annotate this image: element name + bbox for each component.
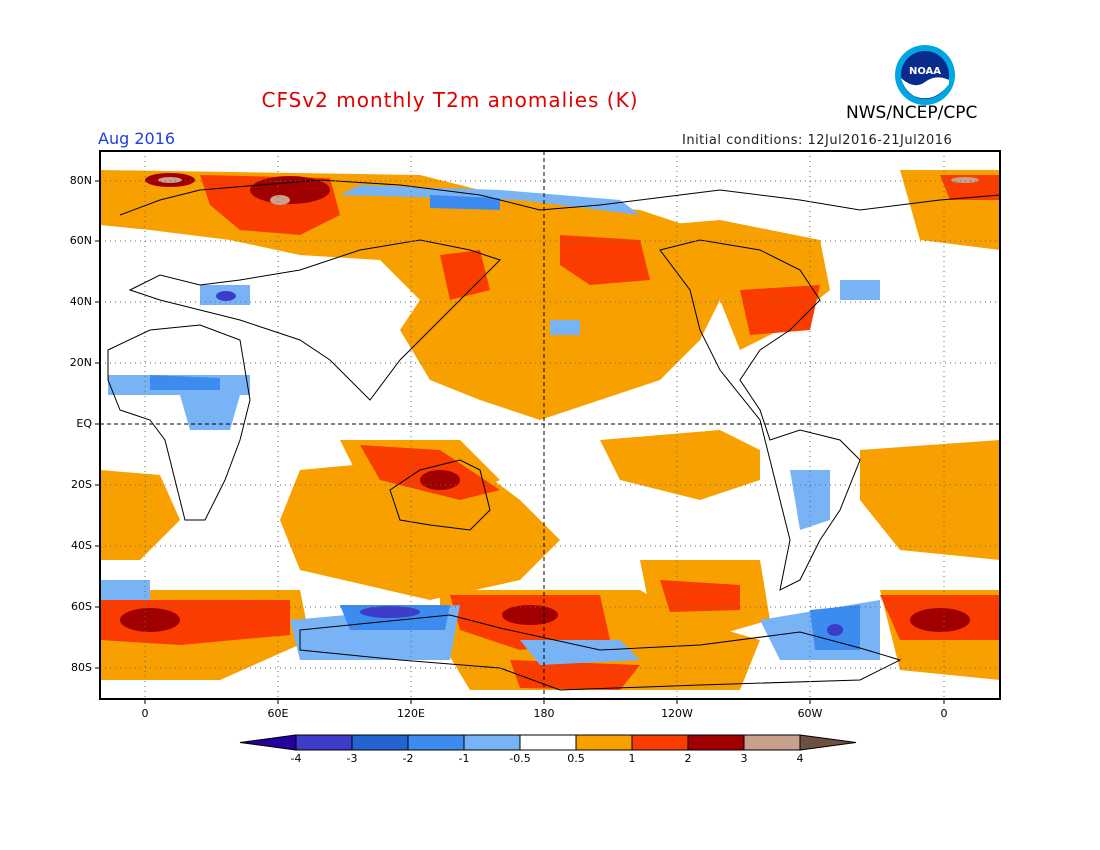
agency-label: NWS/NCEP/CPC	[846, 103, 978, 123]
colorbar-label-05: 0.5	[567, 752, 585, 765]
lon-label-180: 180	[533, 707, 555, 720]
lat-label-20s: 20S	[71, 478, 92, 491]
page-title: CFSv2 monthly T2m anomalies (K)	[261, 88, 639, 112]
colorbar-label-1: 1	[628, 752, 636, 765]
lon-label-120e: 120E	[397, 707, 425, 720]
lon-label-0-east: 0	[940, 707, 948, 720]
colorbar-swatch	[519, 734, 577, 751]
colorbar-arrow-high	[799, 734, 857, 751]
colorbar-label-minus4: -4	[290, 752, 302, 765]
colorbar-swatch	[295, 734, 353, 751]
lat-label-80n: 80N	[69, 174, 92, 187]
colorbar-label-minus2: -2	[402, 752, 414, 765]
lat-label-20n: 20N	[69, 356, 92, 369]
coastlines	[107, 179, 1000, 691]
lat-label-eq: EQ	[76, 417, 92, 430]
equator-dateline	[100, 151, 1000, 699]
colorbar-label-2: 2	[684, 752, 692, 765]
colorbar-swatch	[687, 734, 745, 751]
colorbar-swatch	[463, 734, 521, 751]
strong-cool-regions	[216, 291, 843, 636]
graticule	[100, 151, 1000, 699]
lon-label-60e: 60E	[267, 707, 289, 720]
lat-label-40n: 40N	[69, 295, 92, 308]
lat-label-80s: 80S	[71, 661, 92, 674]
axis-ticks	[95, 180, 945, 704]
colorbar-label-minus3: -3	[346, 752, 358, 765]
initial-conditions: Initial conditions: 12Jul2016-21Jul2016	[682, 133, 953, 148]
lon-label-0: 0	[141, 707, 149, 720]
colorbar-label-minus05: -0.5	[509, 752, 531, 765]
colorbar-swatch	[631, 734, 689, 751]
colorbar-label-minus1: -1	[458, 752, 470, 765]
colorbar-swatch	[351, 734, 409, 751]
anomaly-fields	[100, 170, 1000, 690]
lon-label-60w: 60W	[797, 707, 823, 720]
noaa-logo-icon: NOAA	[895, 45, 955, 105]
colorbar-label-3: 3	[740, 752, 748, 765]
lon-label-120w: 120W	[661, 707, 693, 720]
lat-label-40s: 40S	[71, 539, 92, 552]
colorbar-swatch	[575, 734, 633, 751]
forecast-period: Aug 2016	[98, 129, 176, 148]
colorbar-swatch	[407, 734, 465, 751]
lat-label-60n: 60N	[69, 234, 92, 247]
logo-text: NOAA	[909, 66, 941, 77]
map-frame	[99, 150, 1001, 700]
colorbar-arrow-low	[239, 734, 297, 751]
lat-label-60s: 60S	[71, 600, 92, 613]
colorbar-swatch	[743, 734, 801, 751]
colorbar-label-4: 4	[796, 752, 804, 765]
